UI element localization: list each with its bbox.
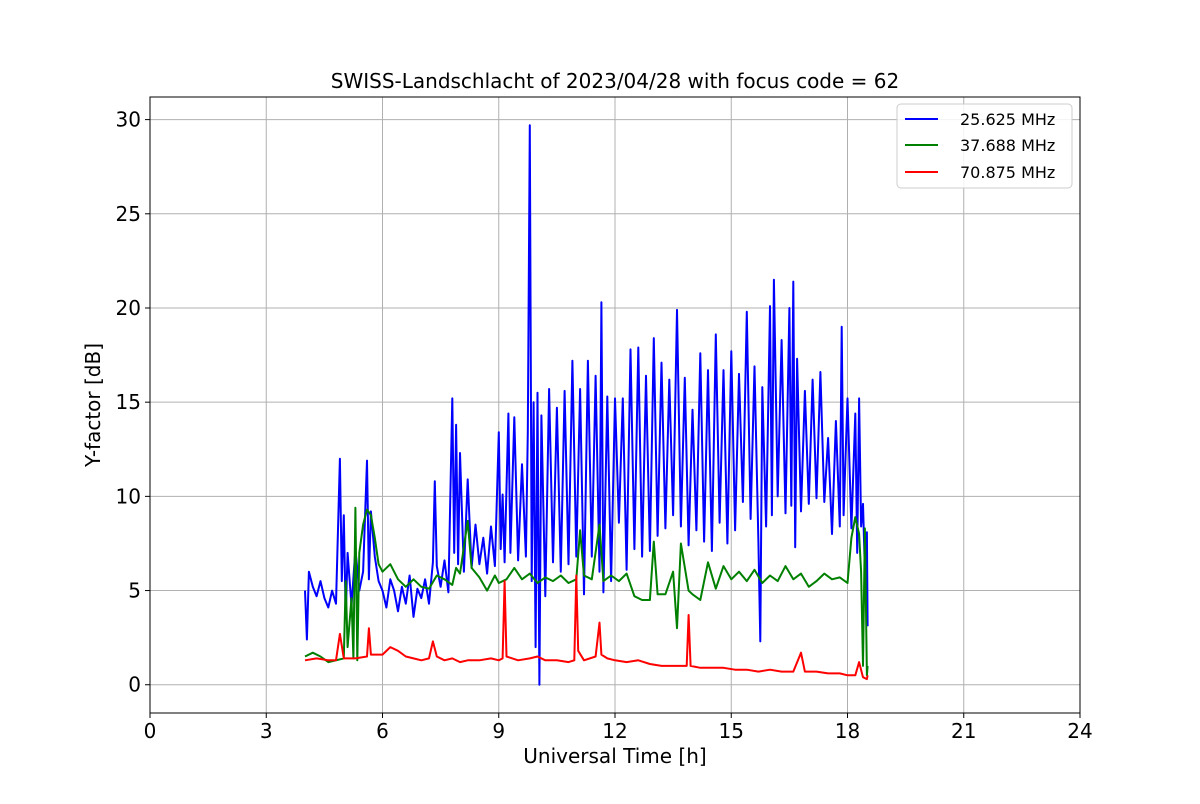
legend-label-series-3: 70.875 MHz bbox=[960, 163, 1055, 182]
x-tick-label: 0 bbox=[144, 719, 157, 743]
series-line-1 bbox=[304, 124, 869, 686]
x-tick-label: 15 bbox=[719, 719, 744, 743]
legend: 25.625 MHz 37.688 MHz 70.875 MHz bbox=[896, 103, 1073, 189]
x-axis-label: Universal Time [h] bbox=[523, 744, 706, 768]
y-tick-label: 30 bbox=[116, 108, 141, 132]
series-line-3 bbox=[304, 574, 869, 681]
y-tick-label: 0 bbox=[128, 673, 141, 697]
y-axis-ticks: 0 5 10 15 20 25 30 bbox=[116, 108, 150, 697]
chart-title: SWISS-Landschlacht of 2023/04/28 with fo… bbox=[331, 69, 899, 93]
series-line-2 bbox=[304, 506, 869, 677]
x-axis-ticks: 0 3 6 9 12 15 18 21 24 bbox=[144, 713, 1093, 743]
x-tick-label: 21 bbox=[951, 719, 976, 743]
legend-box bbox=[896, 103, 1073, 189]
y-axis-label: Y-factor [dB] bbox=[81, 343, 105, 468]
y-tick-label: 25 bbox=[116, 202, 141, 226]
y-tick-label: 15 bbox=[116, 390, 141, 414]
x-tick-label: 9 bbox=[492, 719, 505, 743]
y-tick-label: 10 bbox=[116, 484, 141, 508]
x-tick-label: 12 bbox=[602, 719, 627, 743]
x-tick-label: 24 bbox=[1067, 719, 1092, 743]
x-tick-label: 3 bbox=[260, 719, 273, 743]
y-tick-label: 5 bbox=[128, 579, 141, 603]
x-tick-label: 18 bbox=[835, 719, 860, 743]
y-tick-label: 20 bbox=[116, 296, 141, 320]
x-tick-label: 6 bbox=[376, 719, 389, 743]
legend-label-series-1: 25.625 MHz bbox=[960, 110, 1055, 129]
plot-series bbox=[304, 124, 869, 686]
legend-label-series-2: 37.688 MHz bbox=[960, 136, 1055, 155]
